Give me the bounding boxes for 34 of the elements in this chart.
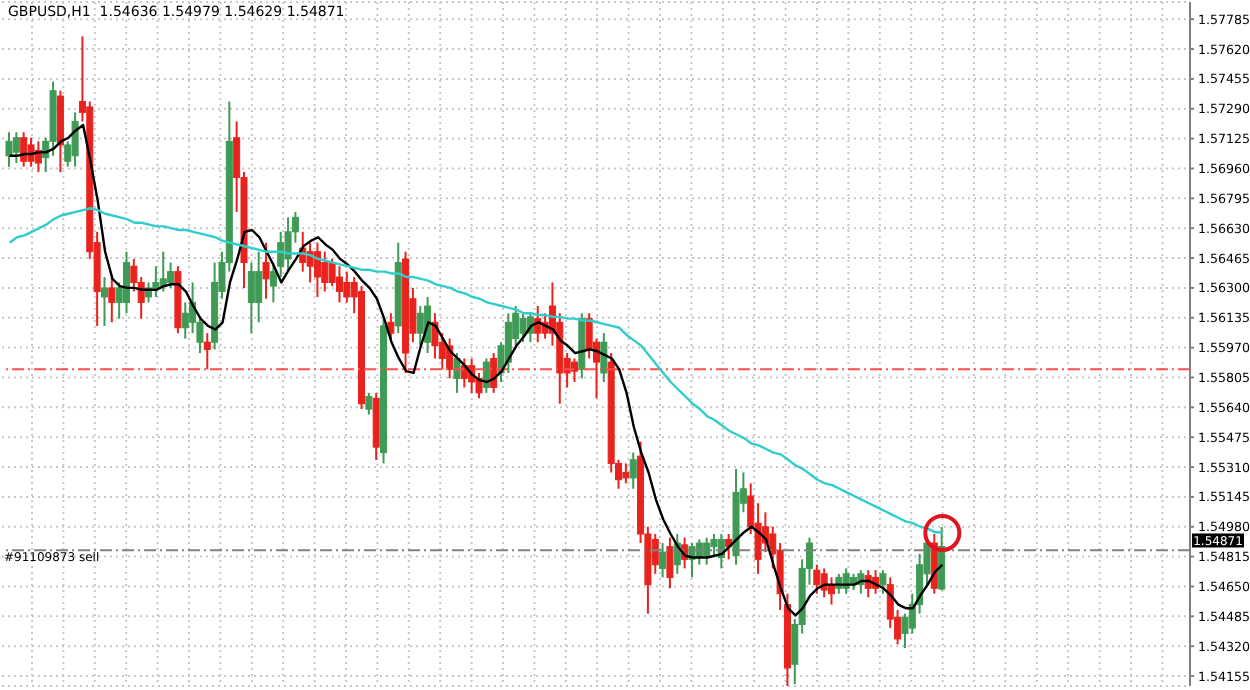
candlestick [313, 241, 321, 298]
candlestick [247, 261, 255, 335]
candlestick [335, 265, 343, 304]
candlestick [879, 569, 887, 595]
candlestick [152, 265, 160, 298]
candlestick [27, 136, 35, 168]
candlestick [813, 563, 821, 595]
candlestick [343, 270, 351, 304]
candlestick [20, 131, 28, 168]
candlestick [108, 276, 116, 324]
candlestick [622, 462, 630, 485]
candlestick [504, 312, 512, 374]
candlestick [100, 276, 108, 327]
candlestick [666, 536, 674, 590]
candlestick [629, 451, 637, 490]
candlestick [255, 250, 263, 324]
candlestick [710, 533, 718, 557]
candlestick [416, 305, 424, 347]
candlestick [71, 111, 79, 168]
candlestick [5, 131, 13, 168]
candlestick [262, 241, 270, 300]
candlestick [284, 216, 292, 273]
candlestick [570, 357, 578, 383]
candlestick [365, 391, 373, 416]
candlestick [321, 250, 329, 293]
candlestick [659, 542, 667, 579]
candlestick [387, 312, 395, 344]
candlestick [12, 131, 20, 165]
candlestick [600, 332, 608, 383]
candlestick [703, 536, 711, 566]
candlestick [482, 357, 490, 394]
candlestick [519, 312, 527, 344]
candlestick [203, 332, 211, 371]
candlestick [123, 250, 130, 315]
